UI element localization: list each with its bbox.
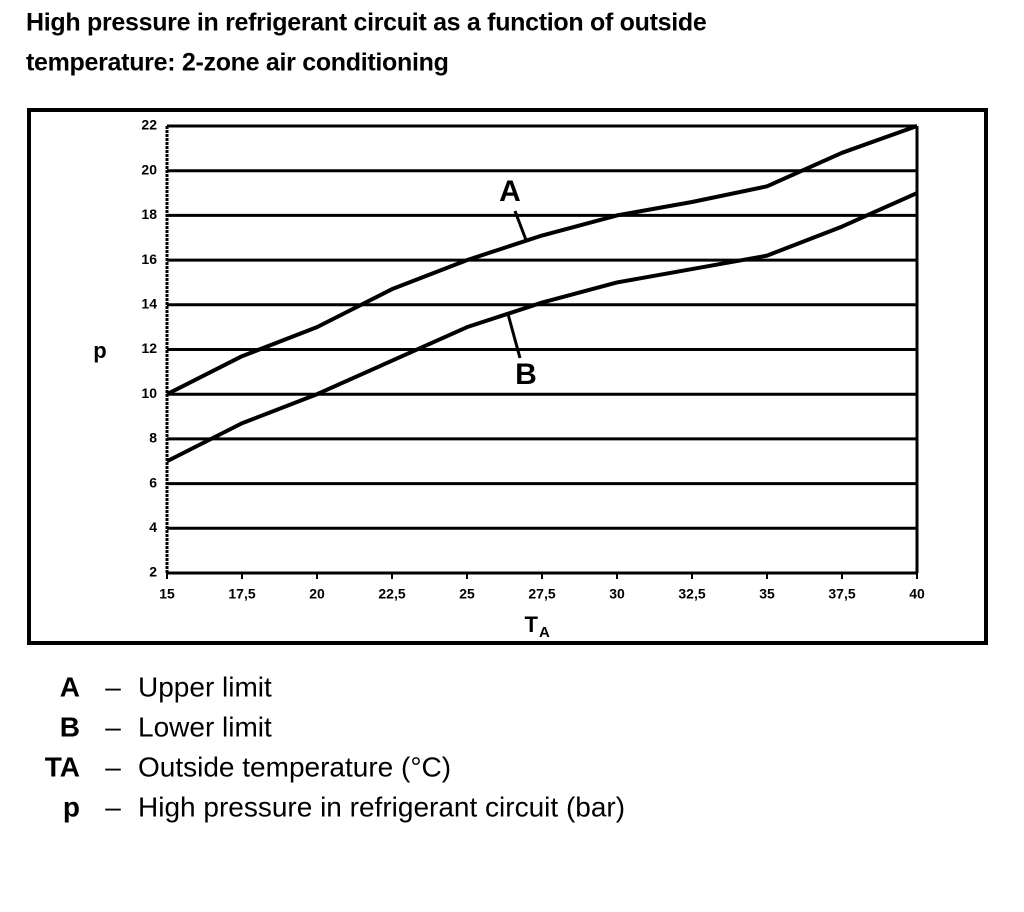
note-text: Upper limit (138, 671, 272, 702)
y-tick-label: 22 (141, 117, 157, 133)
chart-title: High pressure in refrigerant circuit as … (26, 9, 707, 37)
chart-title: temperature: 2-zone air conditioning (26, 49, 449, 77)
x-tick-label: 15 (159, 586, 175, 602)
x-tick-label: 32,5 (678, 586, 705, 602)
series-line (166, 191, 918, 464)
series-line (166, 124, 918, 396)
y-tick-label: 12 (141, 340, 157, 356)
x-tick-label: 22,5 (378, 586, 405, 602)
x-tick-label: 35 (759, 586, 775, 602)
y-tick-label: 20 (141, 161, 157, 177)
note-separator: – (105, 711, 121, 742)
x-tick-label: 20 (309, 586, 325, 602)
y-axis-label: p (93, 338, 106, 363)
x-tick-label: 37,5 (828, 586, 855, 602)
x-tick-label: 27,5 (528, 586, 555, 602)
y-tick-label: 2 (149, 564, 157, 580)
note-text: Lower limit (138, 711, 272, 742)
note-separator: – (105, 751, 121, 782)
note-separator: – (105, 791, 121, 822)
y-tick-label: 8 (149, 430, 157, 446)
series-label: B (515, 358, 537, 391)
chart-frame (27, 108, 988, 645)
y-tick-label: 14 (141, 296, 157, 312)
y-tick-label: 4 (149, 519, 157, 535)
note-separator: – (105, 671, 121, 702)
note-key: TA (45, 751, 80, 782)
x-axis-label: T (525, 612, 539, 637)
y-tick-label: 16 (141, 251, 157, 267)
x-tick-label: 30 (609, 586, 625, 602)
note-text: High pressure in refrigerant circuit (ba… (138, 791, 625, 822)
callout-line (506, 313, 522, 359)
y-tick-label: 18 (141, 206, 157, 222)
callout-line (513, 210, 528, 241)
note-key: B (60, 711, 80, 742)
series-label: A (499, 175, 521, 208)
x-tick-label: 17,5 (228, 586, 255, 602)
x-tick-label: 40 (909, 586, 925, 602)
note-text: Outside temperature (°C) (138, 751, 451, 782)
y-tick-label: 6 (149, 474, 157, 490)
note-key: p (63, 791, 80, 822)
x-tick-label: 25 (459, 586, 475, 602)
y-tick-label: 10 (141, 385, 157, 401)
note-key: A (60, 671, 80, 702)
x-axis-label-sub: A (539, 624, 550, 641)
